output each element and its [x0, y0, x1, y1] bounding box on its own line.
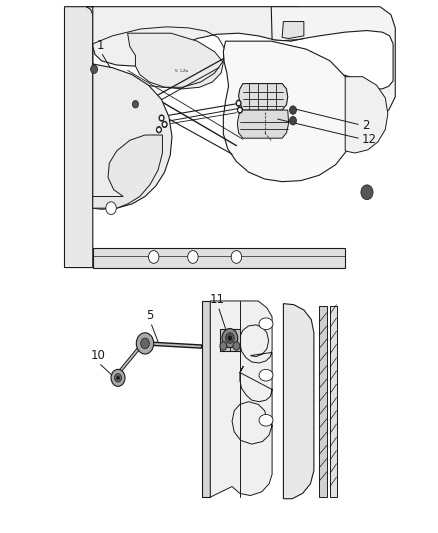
- Circle shape: [132, 101, 138, 108]
- Circle shape: [91, 65, 98, 74]
- Polygon shape: [319, 306, 327, 497]
- Circle shape: [237, 102, 240, 105]
- Circle shape: [160, 116, 163, 119]
- Circle shape: [156, 126, 162, 133]
- Polygon shape: [210, 301, 272, 497]
- Circle shape: [141, 338, 149, 349]
- Polygon shape: [127, 33, 223, 89]
- Circle shape: [163, 123, 166, 126]
- Circle shape: [290, 116, 297, 125]
- Polygon shape: [330, 306, 336, 497]
- Text: 10: 10: [91, 349, 106, 362]
- Circle shape: [111, 369, 125, 386]
- Polygon shape: [223, 41, 353, 182]
- Polygon shape: [239, 84, 288, 110]
- Polygon shape: [237, 110, 289, 138]
- Circle shape: [148, 251, 159, 263]
- Polygon shape: [93, 135, 162, 208]
- Polygon shape: [116, 341, 145, 376]
- Polygon shape: [201, 301, 210, 497]
- Polygon shape: [271, 7, 395, 120]
- Circle shape: [361, 185, 373, 200]
- Circle shape: [222, 328, 238, 348]
- Circle shape: [106, 202, 116, 215]
- Circle shape: [233, 342, 240, 350]
- Text: 5 LZo: 5 LZo: [176, 69, 189, 74]
- Polygon shape: [93, 248, 345, 268]
- Circle shape: [231, 251, 242, 263]
- Circle shape: [187, 251, 198, 263]
- Ellipse shape: [259, 415, 273, 426]
- Circle shape: [220, 342, 227, 350]
- Circle shape: [226, 333, 234, 343]
- Polygon shape: [220, 329, 240, 351]
- Polygon shape: [86, 7, 315, 66]
- Circle shape: [158, 128, 160, 131]
- Polygon shape: [283, 304, 314, 499]
- Ellipse shape: [259, 369, 273, 381]
- Polygon shape: [64, 7, 93, 268]
- Text: 5: 5: [146, 309, 153, 322]
- Polygon shape: [93, 64, 172, 209]
- Polygon shape: [345, 77, 388, 153]
- Ellipse shape: [259, 318, 273, 329]
- Text: 12: 12: [362, 133, 377, 146]
- Circle shape: [117, 376, 119, 379]
- Circle shape: [228, 336, 232, 340]
- Text: 2: 2: [362, 119, 369, 132]
- Text: 1: 1: [97, 39, 104, 52]
- Circle shape: [115, 374, 121, 382]
- Circle shape: [162, 121, 167, 127]
- Circle shape: [159, 115, 164, 121]
- Circle shape: [237, 107, 243, 114]
- Circle shape: [236, 100, 241, 107]
- Circle shape: [136, 333, 154, 354]
- Polygon shape: [145, 342, 201, 348]
- Circle shape: [290, 106, 297, 114]
- Text: 11: 11: [209, 293, 224, 306]
- Circle shape: [239, 109, 241, 112]
- Polygon shape: [282, 21, 304, 38]
